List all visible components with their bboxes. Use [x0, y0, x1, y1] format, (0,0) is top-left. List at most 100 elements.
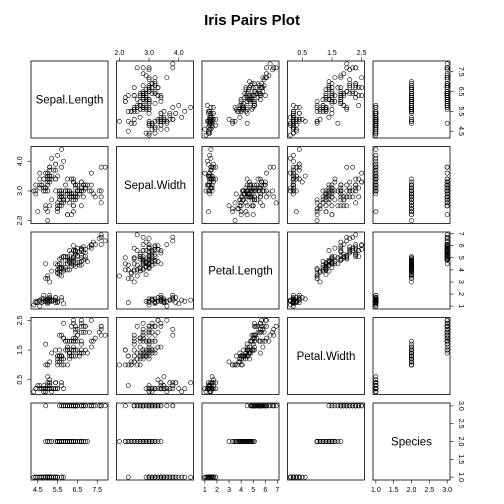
data-point	[174, 111, 178, 115]
y-tick-label: 4	[457, 268, 464, 272]
data-point	[135, 233, 139, 237]
data-point	[99, 165, 103, 169]
data-point	[85, 351, 89, 355]
data-point	[147, 324, 151, 328]
y-axis-petal-length: 1234567	[450, 232, 464, 309]
data-point	[117, 363, 121, 367]
data-point	[132, 439, 136, 443]
data-point	[67, 201, 71, 205]
data-point	[99, 233, 103, 237]
data-point	[333, 76, 337, 80]
data-point	[99, 324, 103, 328]
panel-petal-width-vs-sepal-width	[117, 318, 194, 395]
y-tick-label: 2.0	[17, 216, 24, 226]
data-point	[126, 129, 130, 133]
data-point	[132, 336, 136, 340]
data-point	[318, 204, 322, 208]
data-point	[330, 107, 334, 111]
data-point	[330, 82, 334, 86]
data-point	[138, 103, 142, 107]
data-point	[345, 189, 349, 193]
data-point	[165, 76, 169, 80]
data-point	[141, 439, 145, 443]
data-point	[321, 97, 325, 101]
data-point	[141, 66, 145, 70]
data-point	[231, 363, 235, 367]
data-point	[75, 333, 79, 337]
data-point	[79, 204, 83, 208]
data-point	[153, 324, 157, 328]
y-tick-label: 3.0	[17, 186, 24, 196]
data-point	[156, 86, 160, 90]
data-point	[339, 189, 343, 193]
data-point	[318, 439, 322, 443]
data-point	[50, 198, 54, 202]
chart-title: Iris Pairs Plot	[204, 12, 300, 29]
data-point	[330, 111, 334, 115]
data-point	[165, 318, 169, 322]
panel-petal-length-vs-petal-width	[288, 232, 365, 309]
data-point	[445, 318, 449, 322]
panel-frame	[117, 318, 194, 395]
data-point	[44, 404, 48, 408]
data-point	[153, 101, 157, 105]
data-point	[159, 324, 163, 328]
x-axis-sepal-length: 4.5 5.5 6.5 7.5	[33, 480, 102, 494]
data-point	[165, 404, 169, 408]
data-point	[171, 66, 175, 70]
data-point	[44, 204, 48, 208]
data-point	[291, 153, 295, 157]
data-point	[291, 475, 295, 479]
data-point	[294, 105, 298, 109]
data-point	[165, 127, 169, 131]
panel-petal-width-vs-sepal-length	[31, 318, 108, 395]
data-point	[445, 198, 449, 202]
data-point	[357, 103, 361, 107]
panel-sepal-length-vs-sepal-length: Sepal.Length	[31, 61, 108, 138]
x-tick-label: 7.5	[92, 487, 102, 494]
data-point	[159, 127, 163, 131]
data-point	[354, 189, 358, 193]
data-point	[267, 192, 271, 196]
x-tick-label: 4	[239, 487, 243, 494]
data-point	[315, 109, 319, 113]
panel-species-vs-petal-width	[288, 403, 365, 480]
y-tick-label: 7	[457, 232, 464, 236]
data-point	[34, 387, 38, 391]
data-point	[83, 186, 87, 190]
data-point	[48, 280, 52, 284]
y-tick-label: 4.0	[17, 156, 24, 166]
data-point	[138, 404, 142, 408]
data-point	[99, 242, 103, 246]
panel-species-vs-sepal-width	[117, 403, 194, 480]
data-point	[345, 165, 349, 169]
data-point	[345, 89, 349, 93]
panel-frame	[373, 147, 450, 224]
data-point	[374, 168, 378, 172]
data-point	[339, 86, 343, 90]
x-tick-label: 4.5	[33, 487, 43, 494]
data-point	[162, 375, 166, 379]
data-point	[44, 342, 48, 346]
data-point	[270, 189, 274, 193]
data-point	[147, 404, 151, 408]
data-point	[321, 109, 325, 113]
data-point	[360, 76, 364, 80]
data-point	[354, 404, 358, 408]
data-point	[374, 210, 378, 214]
data-point	[83, 348, 87, 352]
data-point	[54, 189, 58, 193]
data-point	[65, 177, 69, 181]
data-point	[50, 269, 54, 273]
data-point	[324, 273, 328, 277]
data-point	[103, 165, 107, 169]
data-point	[54, 162, 58, 166]
x-tick-label: 3.0	[442, 487, 452, 494]
data-point	[374, 180, 378, 184]
data-point	[239, 213, 243, 217]
data-point	[138, 336, 142, 340]
data-point	[360, 180, 364, 184]
data-point	[117, 439, 121, 443]
data-point	[144, 273, 148, 277]
data-point	[103, 239, 107, 243]
